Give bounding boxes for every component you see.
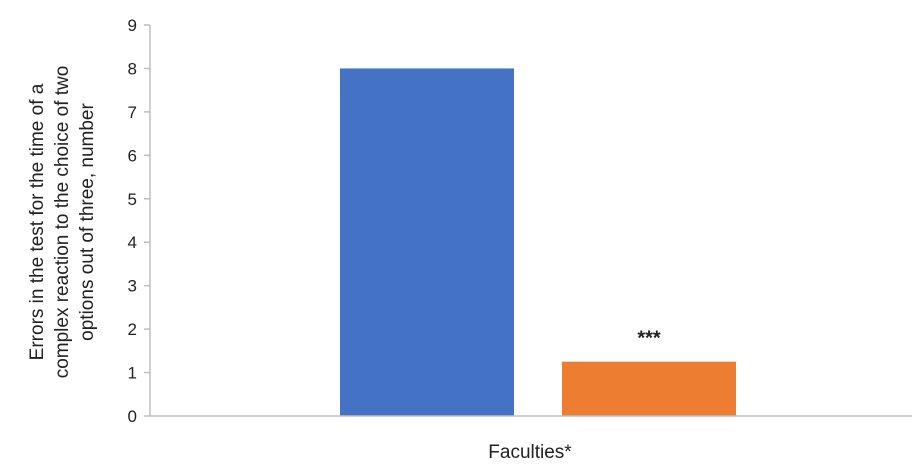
- y-tick-label: 8: [128, 59, 137, 78]
- bar: [340, 68, 514, 416]
- y-axis-title-line: Errors in the test for the time of a: [27, 83, 48, 360]
- y-tick-label: 4: [128, 233, 137, 252]
- y-tick-label: 2: [128, 320, 137, 339]
- y-axis: 0 1 2 3 4 5 6 7 8 9: [128, 16, 151, 426]
- bars: [340, 68, 736, 416]
- y-tick-label: 0: [128, 407, 137, 426]
- y-tick-label: 1: [128, 364, 137, 383]
- y-axis-title-line: options out of three, number: [77, 103, 98, 341]
- y-tick-label: 7: [128, 103, 137, 122]
- y-tick-label: 3: [128, 277, 137, 296]
- y-tick-label: 5: [128, 190, 137, 209]
- y-axis-title: Errors in the test for the time of a comp…: [27, 66, 98, 379]
- y-axis-title-line: complex reaction to the choice of two: [52, 66, 73, 379]
- significance-label: ***: [637, 328, 661, 350]
- x-axis-title: Faculties*: [488, 442, 572, 463]
- y-tick-label: 6: [128, 146, 137, 165]
- bar: [562, 361, 736, 416]
- annotations: ***: [637, 328, 661, 350]
- y-tick-label: 9: [128, 16, 137, 35]
